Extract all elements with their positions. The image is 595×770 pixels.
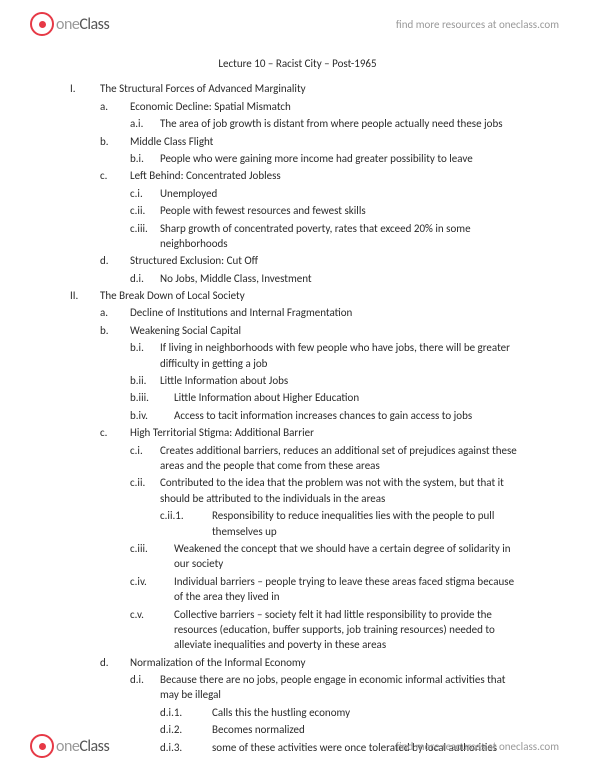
outline-item: c.iv.Individual barriers – people trying… bbox=[70, 574, 525, 605]
text: The area of job growth is distant from w… bbox=[160, 116, 525, 131]
outline-item: II.The Break Down of Local Society bbox=[70, 288, 525, 303]
outline-item: b.i.People who were gaining more income … bbox=[70, 151, 525, 166]
marker: c. bbox=[100, 425, 130, 440]
marker: c.ii. bbox=[130, 475, 160, 506]
marker: c.v. bbox=[130, 607, 174, 653]
marker: a. bbox=[100, 305, 130, 320]
marker: c.i. bbox=[130, 186, 160, 201]
marker: b. bbox=[100, 323, 130, 338]
outline-item: b.Weakening Social Capital bbox=[70, 323, 525, 338]
text: People who were gaining more income had … bbox=[160, 151, 525, 166]
marker: b. bbox=[100, 134, 130, 149]
outline-item: b.i.If living in neighborhoods with few … bbox=[70, 340, 525, 371]
text: Access to tacit information increases ch… bbox=[174, 408, 525, 423]
text: Sharp growth of concentrated poverty, ra… bbox=[160, 221, 525, 252]
marker: c.iii. bbox=[130, 541, 174, 572]
marker: d. bbox=[100, 253, 130, 268]
outline-item: c.Left Behind: Concentrated Jobless bbox=[70, 168, 525, 183]
marker: b.iii. bbox=[130, 390, 174, 405]
page-header: oneClass find more resources at oneclass… bbox=[0, 0, 595, 48]
outline-item: b.iv.Access to tacit information increas… bbox=[70, 408, 525, 423]
marker: d.i. bbox=[130, 271, 160, 286]
outline-item: b.Middle Class Flight bbox=[70, 134, 525, 149]
marker: II. bbox=[70, 288, 100, 303]
brand-logo: oneClass bbox=[30, 12, 109, 36]
outline-item: I.The Structural Forces of Advanced Marg… bbox=[70, 81, 525, 96]
outline-item: d.i.No Jobs, Middle Class, Investment bbox=[70, 271, 525, 286]
outline-item: c.ii.1.Responsibility to reduce inequali… bbox=[70, 508, 525, 539]
text: Little Information about Higher Educatio… bbox=[174, 390, 525, 405]
text: No Jobs, Middle Class, Investment bbox=[160, 271, 525, 286]
text: Normalization of the Informal Economy bbox=[130, 655, 525, 670]
outline-item: c.i.Creates additional barriers, reduces… bbox=[70, 443, 525, 474]
text: People with fewest resources and fewest … bbox=[160, 203, 525, 218]
text: The Structural Forces of Advanced Margin… bbox=[100, 81, 525, 96]
outline-item: d.Normalization of the Informal Economy bbox=[70, 655, 525, 670]
outline-item: c.v.Collective barriers – society felt i… bbox=[70, 607, 525, 653]
document-body: Lecture 10 – Racist City – Post-1965 I.T… bbox=[0, 48, 595, 755]
outline-item: a.Economic Decline: Spatial Mismatch bbox=[70, 99, 525, 114]
marker: c.iii. bbox=[130, 221, 160, 252]
marker: b.i. bbox=[130, 151, 160, 166]
outline-item: c.iii.Sharp growth of concentrated pover… bbox=[70, 221, 525, 252]
marker: d.i.1. bbox=[160, 705, 212, 720]
text: Responsibility to reduce inequalities li… bbox=[212, 508, 525, 539]
marker: c.iv. bbox=[130, 574, 174, 605]
outline-item: c.High Territorial Stigma: Additional Ba… bbox=[70, 425, 525, 440]
logo-circle-icon bbox=[30, 734, 54, 758]
marker: d.i. bbox=[130, 672, 160, 703]
outline-item: d.i.Because there are no jobs, people en… bbox=[70, 672, 525, 703]
marker: b.i. bbox=[130, 340, 160, 371]
text: Creates additional barriers, reduces an … bbox=[160, 443, 525, 474]
outline-item: d.Structured Exclusion: Cut Off bbox=[70, 253, 525, 268]
text: If living in neighborhoods with few peop… bbox=[160, 340, 525, 371]
text: Because there are no jobs, people engage… bbox=[160, 672, 525, 703]
brand-name: oneClass bbox=[56, 737, 109, 756]
text: Contributed to the idea that the problem… bbox=[160, 475, 525, 506]
brand-logo: oneClass bbox=[30, 734, 109, 758]
text: Weakened the concept that we should have… bbox=[174, 541, 525, 572]
outline-item: a.Decline of Institutions and Internal F… bbox=[70, 305, 525, 320]
marker: a. bbox=[100, 99, 130, 114]
lecture-title: Lecture 10 – Racist City – Post-1965 bbox=[70, 56, 525, 71]
outline-item: c.ii.People with fewest resources and fe… bbox=[70, 203, 525, 218]
marker: c.ii.1. bbox=[160, 508, 212, 539]
text: Decline of Institutions and Internal Fra… bbox=[130, 305, 525, 320]
text: Weakening Social Capital bbox=[130, 323, 525, 338]
page-footer: oneClass find more resources at oneclass… bbox=[0, 722, 595, 770]
marker: I. bbox=[70, 81, 100, 96]
text: Individual barriers – people trying to l… bbox=[174, 574, 525, 605]
outline-item: a.i.The area of job growth is distant fr… bbox=[70, 116, 525, 131]
marker: a.i. bbox=[130, 116, 160, 131]
outline-item: b.ii.Little Information about Jobs bbox=[70, 373, 525, 388]
text: Collective barriers – society felt it ha… bbox=[174, 607, 525, 653]
footer-tagline: find more resources at oneclass.com bbox=[396, 740, 559, 753]
marker: b.ii. bbox=[130, 373, 160, 388]
text: Middle Class Flight bbox=[130, 134, 525, 149]
text: Unemployed bbox=[160, 186, 525, 201]
header-tagline: find more resources at oneclass.com bbox=[396, 18, 559, 31]
text: Little Information about Jobs bbox=[160, 373, 525, 388]
text: Calls this the hustling economy bbox=[212, 705, 525, 720]
text: High Territorial Stigma: Additional Barr… bbox=[130, 425, 525, 440]
text: Left Behind: Concentrated Jobless bbox=[130, 168, 525, 183]
logo-circle-icon bbox=[30, 12, 54, 36]
text: The Break Down of Local Society bbox=[100, 288, 525, 303]
marker: d. bbox=[100, 655, 130, 670]
text: Structured Exclusion: Cut Off bbox=[130, 253, 525, 268]
text: Economic Decline: Spatial Mismatch bbox=[130, 99, 525, 114]
outline-item: c.iii.Weakened the concept that we shoul… bbox=[70, 541, 525, 572]
marker: c. bbox=[100, 168, 130, 183]
outline-item: c.ii.Contributed to the idea that the pr… bbox=[70, 475, 525, 506]
marker: b.iv. bbox=[130, 408, 174, 423]
outline-item: d.i.1.Calls this the hustling economy bbox=[70, 705, 525, 720]
brand-name: oneClass bbox=[56, 15, 109, 34]
outline-item: b.iii.Little Information about Higher Ed… bbox=[70, 390, 525, 405]
outline-item: c.i.Unemployed bbox=[70, 186, 525, 201]
marker: c.ii. bbox=[130, 203, 160, 218]
marker: c.i. bbox=[130, 443, 160, 474]
